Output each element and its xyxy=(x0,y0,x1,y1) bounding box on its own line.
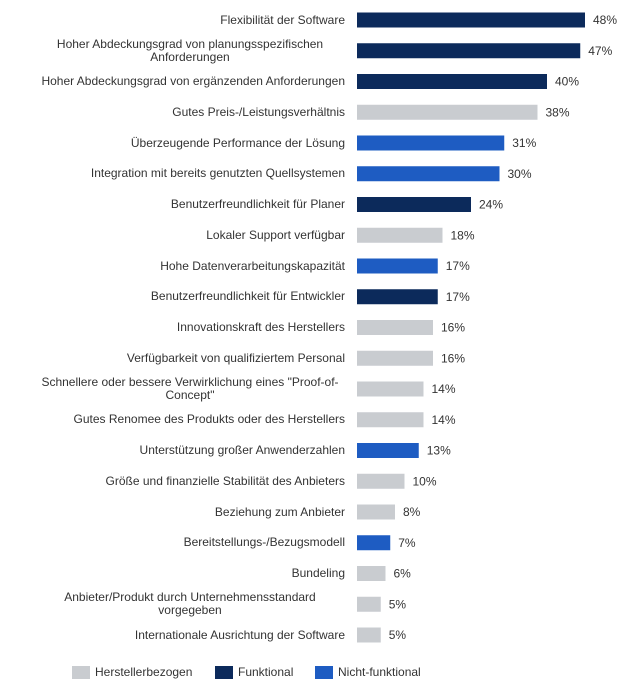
bar xyxy=(357,43,581,59)
value-label: 16% xyxy=(441,321,465,335)
category-label: Größe und finanzielle Stabilität des Anb… xyxy=(35,466,345,496)
category-label: Internationale Ausrichtung der Software xyxy=(35,620,345,650)
value-label: 5% xyxy=(389,597,407,611)
category-label: Beziehung zum Anbieter xyxy=(35,497,345,527)
category-label-text: Bundeling xyxy=(291,566,345,580)
value-label: 7% xyxy=(398,536,416,550)
category-label-text: Verfügbarkeit von qualifiziertem Persona… xyxy=(126,350,345,365)
category-label-text: Hohe Datenverarbeitungskapazität xyxy=(160,258,345,273)
value-label: 17% xyxy=(446,290,470,304)
bar xyxy=(357,381,424,397)
value-label: 17% xyxy=(446,259,470,273)
category-label: Benutzerfreundlichkeit für Entwickler xyxy=(35,282,345,312)
category-label-text: Hoher Abdeckungsgrad von ergänzenden Anf… xyxy=(41,74,345,88)
bar xyxy=(357,535,391,551)
category-label: Verfügbarkeit von qualifiziertem Persona… xyxy=(35,343,345,373)
category-label-text: Gutes Renomee des Produkts oder des Hers… xyxy=(73,412,345,427)
category-label: Unterstützung großer Anwenderzahlen xyxy=(35,436,345,466)
bar xyxy=(357,289,438,305)
category-label-text: Benutzerfreundlichkeit für Entwickler xyxy=(150,289,345,304)
bar xyxy=(357,350,433,366)
value-label: 10% xyxy=(413,474,437,488)
category-label-text: Bereitstellungs-/Bezugsmodell xyxy=(183,535,345,550)
bar xyxy=(357,566,386,581)
category-label: Benutzerfreundlichkeit für Planer xyxy=(35,190,345,220)
category-label: Schnellere oder bessere Verwirklichung e… xyxy=(35,374,345,404)
category-label-text: Hoher Abdeckungsgrad von planungsspezifi… xyxy=(56,36,324,64)
category-label-text: Unterstützung großer Anwenderzahlen xyxy=(139,443,345,457)
category-label-text: Beziehung zum Anbieter xyxy=(214,504,345,519)
category-label-text: Schnellere oder bessere Verwirklichung e… xyxy=(41,375,339,402)
value-label: 40% xyxy=(555,75,579,89)
category-label: Überzeugende Performance der Lösung xyxy=(35,128,345,158)
category-label: Bereitstellungs-/Bezugsmodell xyxy=(35,528,345,558)
category-label-text: Innovationskraft des Herstellers xyxy=(176,320,345,334)
category-label: Gutes Renomee des Produkts oder des Hers… xyxy=(35,405,345,435)
bar xyxy=(357,227,443,243)
bar xyxy=(357,12,585,28)
category-label-text: Gutes Preis-/Leistungsverhältnis xyxy=(172,104,345,119)
category-label-text: Benutzerfreundlichkeit für Planer xyxy=(170,197,345,211)
category-label: Hoher Abdeckungsgrad von ergänzenden Anf… xyxy=(35,67,345,97)
bar xyxy=(357,412,424,428)
bar xyxy=(357,596,381,612)
value-label: 5% xyxy=(389,628,407,642)
bar xyxy=(357,258,438,274)
bar xyxy=(357,443,419,458)
value-label: 48% xyxy=(593,13,617,27)
category-label-text: Integration mit bereits genutzten Quells… xyxy=(90,166,345,181)
legend-label: Funktional xyxy=(238,665,293,679)
value-label: 8% xyxy=(403,505,421,519)
category-label-text: Überzeugende Performance der Lösung xyxy=(130,135,345,150)
bar xyxy=(357,504,395,520)
category-label: Flexibilität der Software xyxy=(35,5,345,35)
value-label: 14% xyxy=(432,413,456,427)
value-label: 47% xyxy=(588,44,612,58)
legend-swatch xyxy=(72,666,90,679)
bar xyxy=(357,166,500,182)
bar xyxy=(357,104,538,120)
value-label: 31% xyxy=(512,136,536,150)
legend-label: Herstellerbezogen xyxy=(95,665,192,679)
category-label: Bundeling xyxy=(35,559,345,589)
legend-swatch xyxy=(315,666,333,679)
category-label-text: Anbieter/Produkt durch Unternehmensstand… xyxy=(64,590,316,618)
bar xyxy=(357,627,381,643)
category-label-text: Lokaler Support verfügbar xyxy=(206,227,345,242)
value-label: 30% xyxy=(508,167,532,181)
value-label: 14% xyxy=(432,382,456,396)
bar xyxy=(357,135,505,151)
category-label: Hoher Abdeckungsgrad von planungsspezifi… xyxy=(35,36,345,66)
category-label: Lokaler Support verfügbar xyxy=(35,220,345,250)
value-label: 13% xyxy=(427,444,451,458)
category-label-text: Flexibilität der Software xyxy=(220,12,345,27)
bar xyxy=(357,74,547,89)
value-label: 6% xyxy=(394,567,412,581)
value-label: 38% xyxy=(546,105,570,119)
category-label-text: Internationale Ausrichtung der Software xyxy=(134,627,345,642)
category-label-text: Größe und finanzielle Stabilität des Anb… xyxy=(105,473,345,488)
value-label: 16% xyxy=(441,351,465,365)
category-label: Hohe Datenverarbeitungskapazität xyxy=(35,251,345,281)
bar xyxy=(357,473,405,489)
bar xyxy=(357,320,433,335)
category-label: Innovationskraft des Herstellers xyxy=(35,313,345,343)
value-label: 24% xyxy=(479,198,503,212)
category-label: Anbieter/Produkt durch Unternehmensstand… xyxy=(35,589,345,619)
value-label: 18% xyxy=(451,228,475,242)
bar xyxy=(357,197,471,212)
category-label: Gutes Preis-/Leistungsverhältnis xyxy=(35,97,345,127)
legend-label: Nicht-funktional xyxy=(338,665,421,679)
legend-swatch xyxy=(215,666,233,679)
category-label: Integration mit bereits genutzten Quells… xyxy=(35,159,345,189)
